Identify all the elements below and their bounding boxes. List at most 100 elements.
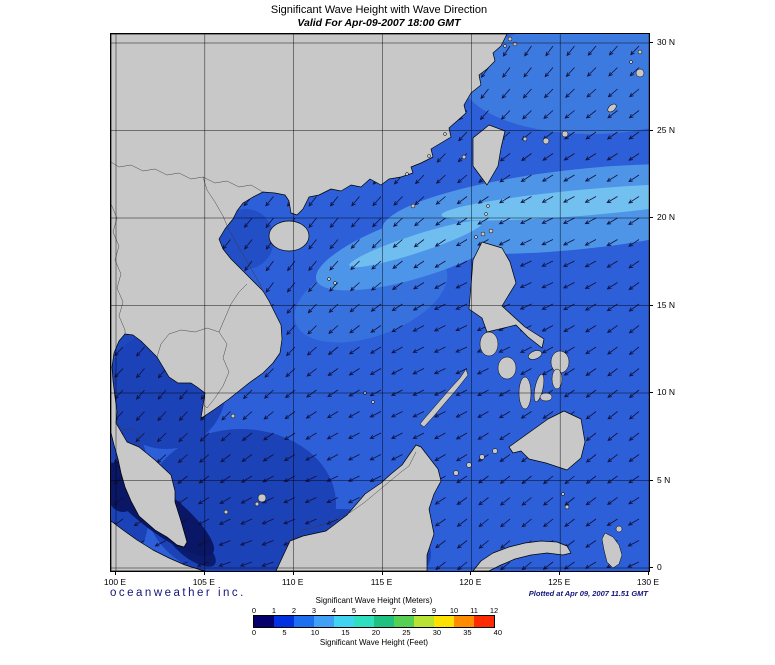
wave-direction-arrow [221,411,231,421]
wave-direction-arrow [307,325,317,335]
wave-direction-arrow [541,303,554,310]
wave-direction-arrow [499,497,511,506]
wave-direction-arrow [412,368,425,375]
legend-meters-title: Significant Wave Height (Meters) [315,596,433,605]
gulf-of-tonkin-shading [218,209,274,269]
small-island [484,212,488,216]
wave-direction-arrow [243,217,253,229]
wave-direction-arrow [564,110,575,119]
wave-direction-arrow [585,432,597,441]
wave-direction-arrow [135,432,145,443]
wave-direction-arrow [607,346,618,355]
wave-direction-arrow [608,45,618,56]
wave-direction-arrow [628,110,640,119]
wave-direction-arrow [542,497,554,506]
wave-direction-arrow [628,389,640,399]
wave-direction-arrow [563,174,575,182]
wave-direction-arrow [628,153,640,161]
wave-direction-arrow [498,217,511,225]
wave-direction-arrow [434,454,446,461]
wave-direction-arrow [585,110,597,119]
wave-direction-arrow [393,217,403,227]
wave-direction-arrow [607,454,618,463]
small-island [629,60,633,64]
wave-direction-arrow [628,282,640,291]
wave-direction-arrow [434,239,446,247]
legend-feet-tick: 30 [432,628,442,637]
legend-color-cell [354,616,374,627]
wave-direction-arrow [564,497,575,506]
wave-direction-arrow [435,217,446,226]
wave-direction-arrow [628,432,640,441]
wave-direction-arrow [241,432,253,442]
wave-direction-arrow [456,561,468,571]
small-island [522,136,528,142]
wave-direction-arrow [542,518,554,528]
wave-direction-arrow [390,432,403,439]
wave-direction-arrow [627,540,640,547]
wave-direction-arrow [521,561,532,571]
wave-direction-arrow [308,217,317,229]
lat-tick-mark [649,304,653,306]
east-china-sea-shading [461,34,649,134]
wave-direction-arrow [499,432,511,441]
wave-direction-arrow [219,497,231,504]
wave-direction-arrow [629,88,640,98]
wave-direction-arrow [585,454,597,463]
wave-direction-arrow [522,88,532,99]
wave-direction-arrow [327,389,339,398]
legend-meters-tick: 6 [371,606,377,615]
legend-feet-tick: 0 [251,628,257,637]
wave-direction-arrow [564,518,575,527]
wave-direction-arrow [371,260,382,270]
legend-meters-tick: 2 [291,606,297,615]
wave-direction-arrow [606,282,618,290]
wave-direction-arrow [520,196,532,203]
wave-direction-arrow [455,368,468,375]
lat-tick-label: 15 N [657,299,675,310]
wave-direction-arrow [628,131,640,140]
legend-meters-tick: 4 [331,606,337,615]
island-taiwan [472,124,506,186]
legend-color-cell [334,616,354,627]
wave-direction-arrow [306,346,317,356]
wave-direction-arrow [308,239,317,250]
island-hainan [268,220,310,252]
wave-direction-arrow [519,303,532,310]
small-island [512,41,518,47]
wave-direction-arrow [326,411,339,419]
island-sulawesi-arm [472,540,572,571]
legend-feet-tick: 40 [493,628,502,637]
legend-color-cell [394,616,414,627]
wave-direction-arrow [370,282,382,291]
small-island [333,281,337,285]
small-island [223,509,229,515]
wave-direction-arrow [628,454,640,463]
wave-direction-arrow [586,88,597,98]
wave-direction-arrow [372,217,382,228]
wave-direction-arrow [242,411,253,421]
small-island [427,154,431,158]
wave-direction-arrow [585,518,597,527]
lat-tick-mark [649,567,653,568]
island-mindoro [479,331,499,357]
wave-direction-arrow [628,239,640,247]
wave-direction-arrow [627,497,640,505]
wave-direction-arrow [412,411,425,418]
legend-feet-ticks: 0 5 10 15 20 25 30 35 40 [251,628,502,637]
wave-direction-arrow [391,346,403,354]
wave-direction-arrow [348,411,360,418]
wave-direction-arrow [585,540,597,548]
wave-direction-arrow [501,88,511,99]
wave-direction-arrow [136,389,145,400]
island-masbate [528,350,542,360]
plot-titles: Significant Wave Height with Wave Direct… [110,4,648,29]
wave-direction-arrow [414,174,425,185]
wave-direction-arrow [156,432,167,443]
wave-direction-arrow [391,303,403,312]
wave-direction-arrow [521,475,532,485]
wave-direction-arrow [627,561,640,568]
plot-valid-time: Valid For Apr-09-2007 18:00 GMT [297,16,461,29]
wave-direction-arrow [478,497,489,506]
wave-direction-arrow [391,282,403,291]
